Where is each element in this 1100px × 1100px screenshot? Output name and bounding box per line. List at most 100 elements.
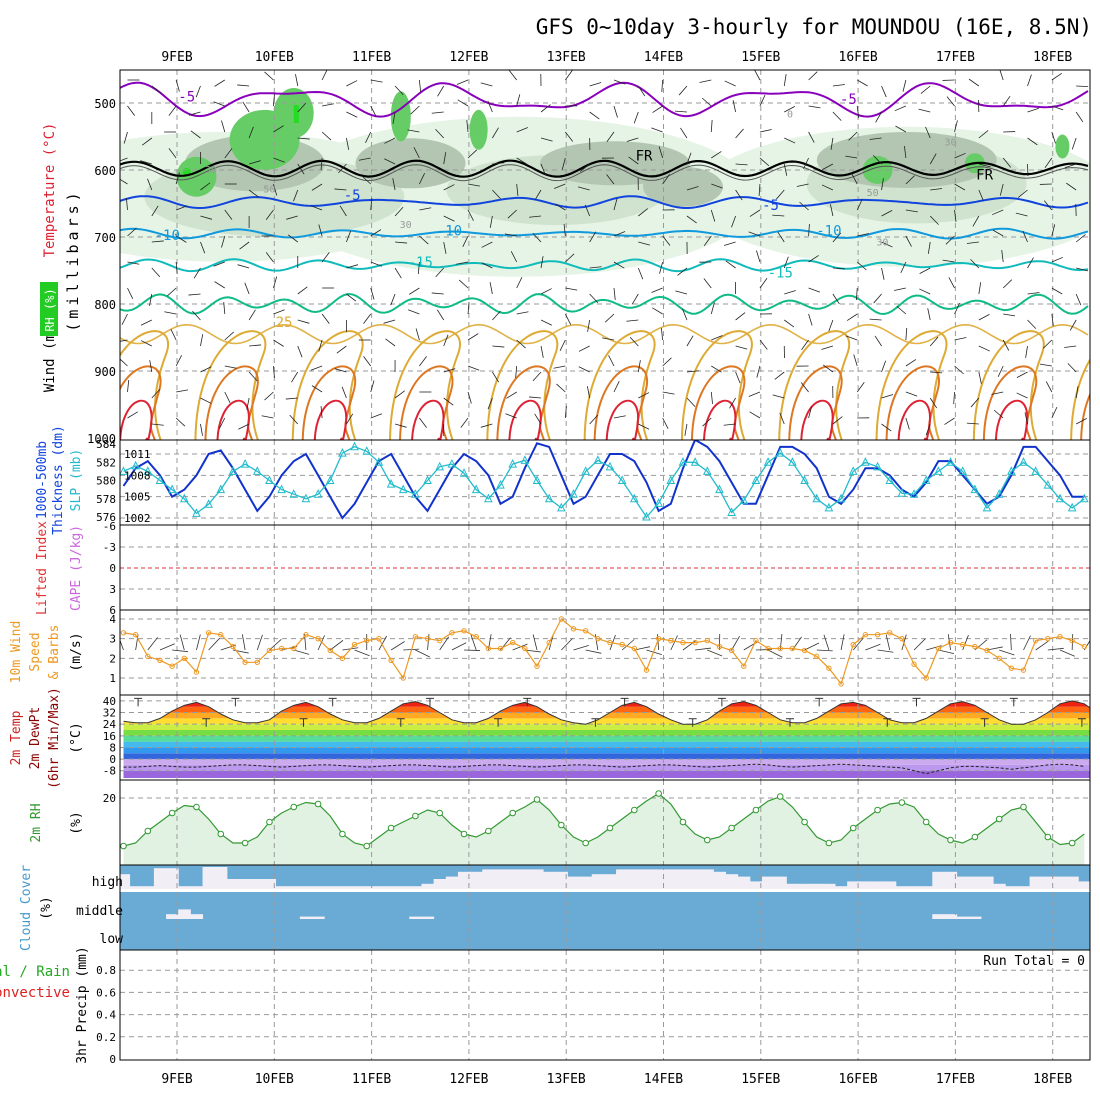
cloud-high-clear: [1029, 876, 1043, 891]
wind-barb: [1076, 267, 1088, 272]
wind-barb: [823, 634, 830, 651]
wind-speed-point: [1045, 635, 1051, 642]
wind-barb: [695, 647, 712, 651]
dewpt-line: [123, 763, 1085, 775]
wind-barb: [140, 340, 152, 347]
wind-barb: [273, 94, 275, 107]
cloud-high-clear: [141, 886, 155, 891]
wind-barb: [972, 215, 980, 227]
cloud-high-clear: [993, 883, 1006, 891]
wind-barb: [175, 417, 186, 427]
wind-barb: [991, 209, 1004, 216]
frames: [119, 69, 1091, 1061]
wind-barb: [606, 131, 615, 142]
wind-barb: [1071, 137, 1077, 150]
wind-barb: [947, 634, 951, 651]
wind-barb: [346, 413, 354, 425]
wind-speed-point: [266, 647, 273, 654]
wind-speed-point: [741, 663, 747, 669]
wind-barb: [954, 183, 966, 191]
temp-line: [123, 700, 1090, 725]
wind-barb: [729, 397, 736, 409]
wind-barb: [992, 229, 1004, 237]
rh-units: (%): [69, 811, 84, 834]
wind-speed-point: [473, 634, 479, 640]
wind-barb: [363, 313, 372, 324]
wind-barb: [707, 649, 723, 657]
wind-barb: [431, 292, 444, 295]
wind-barb: [321, 70, 328, 81]
wind-barb: [419, 356, 427, 367]
wind-speed-point: [449, 630, 455, 636]
wind-barb: [507, 209, 517, 219]
rh-point: [825, 839, 833, 847]
rh-point: [339, 830, 346, 838]
date-label-bottom: 13FEB: [547, 1072, 586, 1087]
wind-barb: [443, 241, 447, 254]
cloud-high-clear: [701, 869, 714, 891]
cloud-high-clear: [397, 886, 410, 891]
wind-barb: [613, 381, 620, 393]
cloud-high-clear: [907, 886, 921, 891]
wind-barb: [953, 391, 955, 404]
wind-barb: [196, 634, 201, 651]
wind-barb: [589, 231, 597, 243]
thickness-point: [593, 455, 603, 464]
wind-barb: [1027, 319, 1037, 329]
isotherm-label: -10: [155, 228, 180, 244]
wind-barb: [896, 305, 907, 315]
wind-barb: [443, 152, 447, 165]
wind-barb: [1051, 131, 1056, 144]
cloud-high-clear: [263, 879, 277, 891]
thickness-ylabel: 1000-500mb: [35, 441, 50, 519]
wind-barb: [175, 79, 180, 92]
precip-ylabel-total: Total / Rain: [0, 964, 70, 980]
thickness-point: [252, 466, 262, 475]
thickness-point: [861, 457, 870, 466]
wind-barb: [127, 380, 130, 393]
isotherm-minus5: [120, 195, 1089, 210]
wind-barb: [735, 163, 748, 166]
wind-barb: [297, 286, 308, 295]
wind-barb: [221, 120, 226, 133]
date-label-top: 12FEB: [449, 50, 488, 65]
wind-barb: [565, 131, 574, 142]
wind-barb: [869, 318, 882, 321]
wind-barb: [881, 85, 887, 98]
wind-barb: [516, 311, 529, 315]
wind-barb: [370, 105, 377, 117]
wind-barb: [273, 157, 285, 163]
wind-barb: [885, 634, 891, 651]
wind-barb: [443, 184, 455, 191]
wind-barb: [938, 649, 955, 654]
wind-barb: [772, 394, 785, 399]
rh-label: RH (%): [43, 288, 57, 331]
wind-barb: [334, 368, 347, 373]
wind-barb: [1027, 137, 1038, 146]
wind-barb: [248, 160, 261, 165]
wind-barb: [613, 105, 618, 118]
rh-point: [558, 821, 565, 829]
rh-point: [533, 796, 541, 803]
thickness-point: [788, 457, 797, 466]
rh-point: [898, 799, 906, 806]
thickness-point: [484, 493, 493, 503]
cloud-high-clear: [433, 879, 447, 891]
wind-barb: [1016, 392, 1028, 399]
wind-barb: [1015, 212, 1028, 217]
wind-barb: [435, 267, 445, 278]
wind-barb: [346, 264, 359, 269]
rh-point: [460, 830, 468, 838]
li-tick-label: 3: [109, 583, 116, 596]
wind-barb: [487, 634, 492, 651]
cloud-high-clear: [749, 881, 763, 891]
wind-speed-point: [145, 653, 151, 660]
wind-barb: [852, 637, 864, 651]
upper-air-ylabel: Temperature (°C)Wind (m/s): [42, 123, 58, 393]
cloud-ylabel: Cloud Cover: [19, 865, 34, 951]
thickness-point: [885, 475, 895, 484]
wind-speed-point: [619, 641, 625, 648]
wind-barb: [784, 106, 796, 113]
thickness-point: [970, 484, 980, 494]
thickness-point: [447, 458, 457, 468]
